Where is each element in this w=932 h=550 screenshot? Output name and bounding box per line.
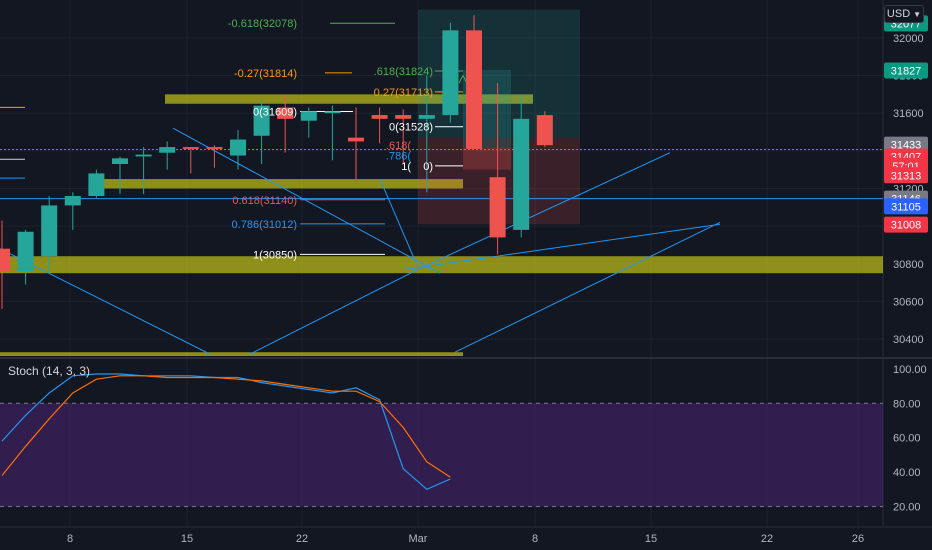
y-tick-label: 31600 (893, 108, 924, 120)
fib-label: 0.786(31012) (232, 219, 297, 231)
candle-body (418, 115, 435, 119)
x-tick-label: 15 (181, 533, 193, 545)
stoch-y-tick-label: 40.00 (893, 467, 921, 479)
support-zone[interactable] (95, 179, 463, 189)
y-tick-label: 30600 (893, 296, 924, 308)
price-tag (884, 62, 928, 79)
stoch-y-tick-label: 20.00 (893, 502, 921, 514)
candle-body (277, 107, 294, 119)
candle-body (348, 137, 364, 142)
candle-body (88, 173, 105, 196)
candle-body (206, 147, 223, 149)
trendline[interactable] (379, 178, 419, 268)
candle-body (112, 158, 128, 164)
position-stop-box-2[interactable] (463, 147, 511, 170)
candle-body (300, 111, 317, 121)
candle-body (0, 248, 10, 272)
candle-body (513, 118, 530, 230)
price-tag-label: 31827 (891, 65, 922, 77)
trendline[interactable] (172, 127, 441, 274)
support-zone[interactable] (0, 256, 883, 274)
fib-label: .618(31824) (374, 66, 433, 78)
x-tick-label: 26 (852, 533, 864, 545)
trendline[interactable] (249, 268, 419, 355)
x-tick-label: 22 (761, 533, 773, 545)
price-tag-label: 31105 (891, 201, 921, 213)
candle-body (230, 139, 246, 156)
fib-label: -0.618(32078) (228, 18, 297, 30)
target-arrow-icon (458, 74, 468, 84)
price-tag-label: 31313 (891, 170, 922, 182)
fib-label: 0.618(31140) (232, 195, 297, 207)
stoch-overbought-oversold-band (0, 403, 883, 507)
fib-label: 1( (401, 161, 411, 173)
fib-labels: -0.618(32078) -0.27(31814) 0(31609) 0.618(3… (228, 18, 433, 261)
support-zone[interactable] (0, 352, 463, 356)
y-tick-label: 30800 (893, 259, 924, 271)
fib-label: 0.27(31713) (374, 87, 433, 99)
candle-body (324, 111, 341, 114)
currency-label: USD (886, 8, 911, 20)
candle-body (64, 196, 81, 206)
price-tag (884, 167, 928, 184)
stoch-band (0, 402, 883, 508)
fib-label: .786( (386, 151, 411, 163)
trendline[interactable] (417, 152, 671, 270)
trendline[interactable] (404, 223, 721, 270)
price-tag (884, 198, 928, 215)
stoch-legend[interactable]: Stoch (14, 3, 3) (8, 364, 91, 378)
fib-label: 0(31609) (253, 106, 297, 118)
price-tag-label: 31008 (891, 220, 922, 232)
support-zones (0, 94, 883, 356)
price-tag (884, 216, 928, 233)
stoch-k-line (1, 373, 451, 491)
candlestick-series (0, 15, 553, 309)
fib-label: .618( (386, 140, 411, 152)
candle-body (17, 231, 34, 272)
fib-label: -0.27(31814) (234, 68, 297, 80)
fib-label: 0) (423, 161, 433, 173)
stoch-y-tick-label: 100.00 (893, 364, 927, 376)
trendline[interactable] (0, 248, 211, 355)
x-tick-label: 8 (532, 533, 538, 545)
y-tick-label: 30400 (893, 334, 924, 346)
chevron-down-icon: ▼ (913, 9, 922, 19)
x-tick-label: Mar (409, 533, 428, 545)
fib-label: 0(31528) (389, 122, 433, 134)
currency-button[interactable]: USD ▼ (884, 5, 924, 23)
candle-body (159, 147, 176, 153)
support-zone[interactable] (165, 94, 533, 104)
fib-label: 1(30850) (253, 249, 297, 261)
candle-body (466, 30, 482, 149)
y-tick-label: 32000 (893, 33, 924, 45)
candle-body (536, 115, 553, 146)
x-tick-label: 15 (645, 533, 657, 545)
candle-body (489, 177, 506, 238)
candle-body (395, 115, 412, 119)
stoch-y-tick-label: 80.00 (893, 398, 921, 410)
stochastic-series (1, 373, 451, 491)
candle-body (41, 205, 58, 257)
trendline[interactable] (454, 221, 721, 353)
candle-body (442, 30, 459, 116)
stoch-y-tick-label: 60.00 (893, 433, 921, 445)
candle-body (371, 115, 388, 119)
x-tick-label: 8 (67, 533, 73, 545)
candle-body (253, 105, 270, 136)
time-axis[interactable]: 8 15 22 Mar 8 15 22 26 (67, 533, 864, 545)
candle-body (182, 147, 199, 149)
stoch-d-line (1, 375, 451, 478)
candle-body (135, 154, 152, 157)
price-tags: 3207731827314333140757:01313133114631105… (884, 15, 928, 233)
x-tick-label: 22 (296, 533, 308, 545)
